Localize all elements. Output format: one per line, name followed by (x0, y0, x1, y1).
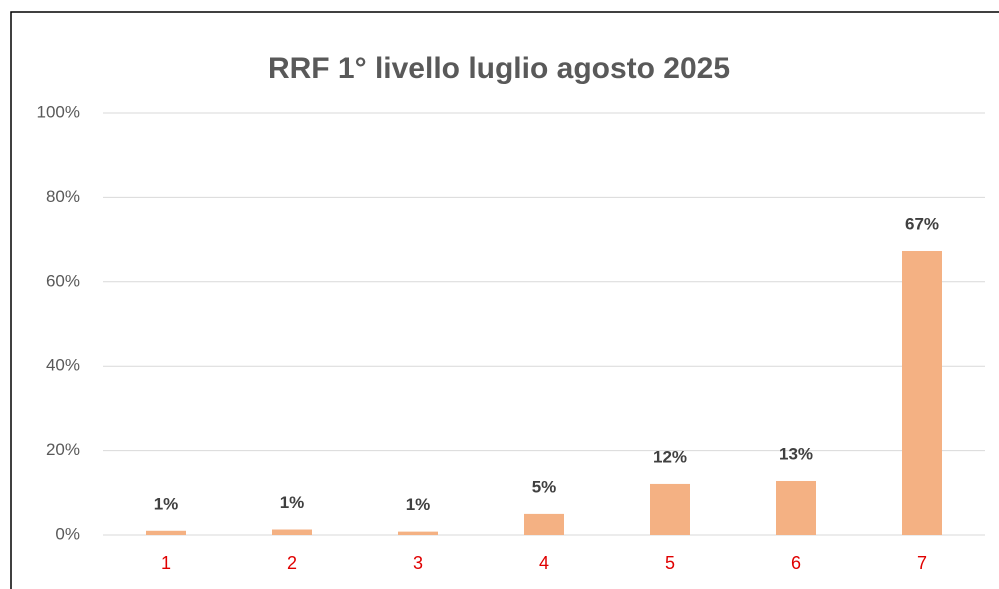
x-tick-label: 3 (413, 553, 423, 573)
value-label: 5% (532, 477, 557, 496)
bar (146, 530, 186, 535)
x-tick-label: 1 (161, 553, 171, 573)
bar (398, 531, 438, 535)
value-label: 1% (154, 494, 179, 513)
x-tick-label: 2 (287, 553, 297, 573)
bar (902, 250, 942, 535)
value-label: 1% (280, 493, 305, 512)
bar (650, 483, 690, 535)
y-tick-label: 80% (46, 187, 80, 206)
bar (524, 513, 564, 535)
x-tick-label: 7 (917, 553, 927, 573)
value-label: 12% (653, 447, 687, 466)
bar (776, 480, 816, 535)
y-tick-label: 20% (46, 440, 80, 459)
chart-title: RRF 1° livello luglio agosto 2025 (268, 52, 730, 85)
y-tick-label: 0% (55, 524, 80, 543)
y-tick-label: 60% (46, 271, 80, 290)
value-label: 13% (779, 444, 813, 463)
chart-frame (10, 11, 999, 589)
y-tick-label: 100% (37, 102, 80, 121)
y-tick-label: 40% (46, 356, 80, 375)
bar (272, 529, 312, 535)
x-tick-label: 5 (665, 553, 675, 573)
x-tick-label: 6 (791, 553, 801, 573)
value-label: 67% (905, 214, 939, 233)
x-tick-label: 4 (539, 553, 549, 573)
value-label: 1% (406, 495, 431, 514)
